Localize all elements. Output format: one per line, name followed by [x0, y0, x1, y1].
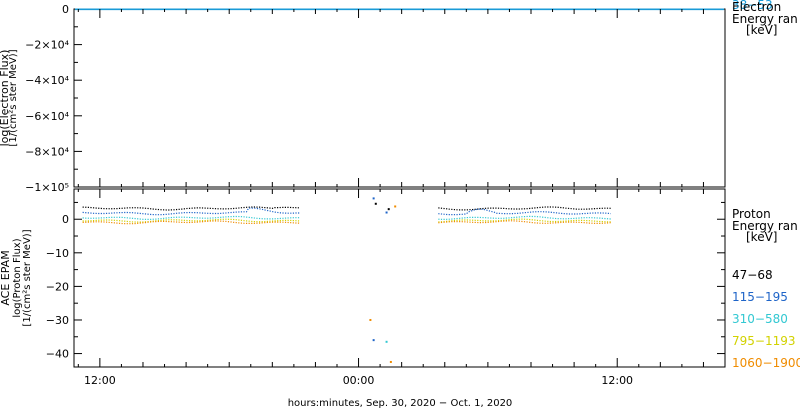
x-tick-label: 00:00 [343, 374, 375, 387]
proton-y-axis: 0 −10 −20 −30 −40 [46, 201, 725, 361]
x-tick-label: 12:00 [601, 374, 633, 387]
proton-legend-item-4: 1060−1900 [732, 356, 800, 370]
proton-legend-energy: Energy ran [732, 219, 798, 233]
proton-point-0 [372, 197, 375, 200]
electron-y-axis-label-2: [1/(cm²s ster MeV)] [8, 49, 19, 146]
proton-y-tick-label: −20 [46, 280, 69, 293]
proton-y-tick-label: −10 [46, 247, 69, 260]
proton-series-2-segment-0 [82, 215, 301, 220]
proton-legend-item-0: 47−68 [732, 268, 773, 282]
electron-y-tick-label: −2×10⁴ [25, 39, 69, 52]
proton-series-0-segment-0 [82, 206, 301, 211]
proton-series-0-segment-1 [438, 206, 611, 211]
proton-panel: 0−10−20−30−40 ACE EPAM log(Proton Flux) … [0, 188, 800, 370]
proton-y-tick-label: −40 [46, 348, 69, 361]
proton-series-1-segment-1 [438, 208, 611, 216]
proton-series-4-segment-1 [438, 220, 611, 224]
electron-panel: 0 −2×10⁴ −4×10⁴ −6×10⁴ −8×10⁴ −1×10⁵ log(Elec… [0, 0, 798, 194]
electron-y-axis-label-1: log(Electron Flux) [0, 50, 11, 147]
proton-plot-frame [73, 188, 726, 368]
proton-point-1 [374, 202, 377, 205]
x-axis-label: hours:minutes, Sep. 30, 2020 − Oct. 1, 2… [288, 398, 513, 409]
electron-legend-overlap: 38−53 [732, 0, 773, 12]
x-tick-label: 12:00 [84, 374, 116, 387]
electron-y-axis: 0 −2×10⁴ −4×10⁴ −6×10⁴ −8×10⁴ −1×10⁵ [25, 3, 82, 194]
proton-legend-item-1: 115−195 [732, 290, 788, 304]
proton-point-6 [372, 339, 375, 342]
proton-point-4 [385, 211, 388, 214]
electron-y-tick-label: 0 [62, 3, 69, 16]
proton-y-axis-label-3: [1/(cm²s ster MeV)] [22, 229, 33, 326]
proton-series-2-segment-1 [438, 215, 611, 220]
proton-series [82, 197, 611, 363]
proton-point-7 [385, 340, 388, 343]
electron-plot-frame [73, 8, 726, 188]
proton-point-8 [389, 360, 392, 363]
proton-legend-units: [keV] [746, 230, 777, 244]
time-x-axis: 12:00 00:00 12:00 [77, 9, 726, 387]
proton-point-3 [394, 205, 397, 208]
electron-legend-energy: Energy ran [732, 12, 798, 26]
electron-y-tick-label: −6×10⁴ [25, 110, 69, 123]
electron-y-tick-label: −1×10⁵ [25, 181, 69, 194]
proton-point-5 [369, 318, 372, 321]
proton-y-tick-label: 0 [62, 213, 69, 226]
proton-legend-item-2: 310−580 [732, 312, 788, 326]
electron-legend-units: [keV] [746, 23, 777, 37]
proton-series-3-segment-1 [438, 218, 611, 223]
proton-y-axis-label-2: log(Proton Flux) [12, 238, 23, 317]
proton-legend: 47−68 115−195 310−580 795−1193 1060−1900 [732, 268, 800, 370]
proton-series-1-segment-0 [82, 207, 301, 216]
electron-y-tick-label: −4×10⁴ [25, 74, 69, 87]
proton-legend-item-3: 795−1193 [732, 334, 796, 348]
proton-y-tick-label: −30 [46, 314, 69, 327]
proton-series-4-segment-0 [82, 220, 301, 225]
proton-y-axis-label-1: ACE EPAM [0, 250, 12, 305]
proton-legend-title: Proton [732, 207, 771, 221]
proton-point-2 [387, 208, 390, 211]
electron-series [75, 8, 724, 11]
electron-y-tick-label: −8×10⁴ [25, 145, 69, 158]
electron-legend-title: Electron [732, 0, 781, 14]
proton-series-3-segment-0 [82, 218, 301, 223]
